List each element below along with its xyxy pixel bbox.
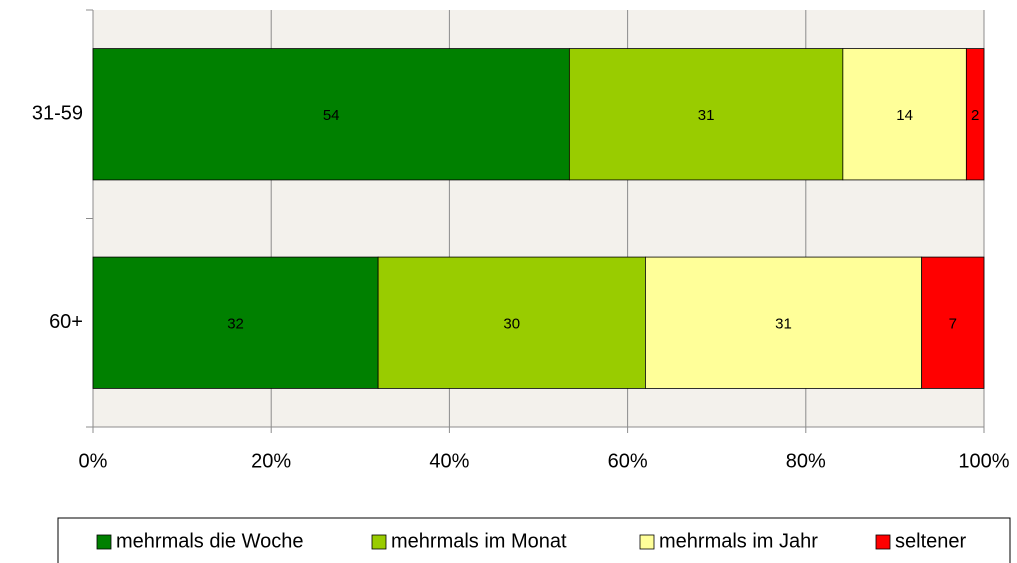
bar-segment (568, 48, 844, 181)
legend-swatch (371, 534, 387, 550)
y-tick-label: 60+ (49, 311, 83, 333)
data-label: 31 (775, 316, 792, 333)
x-tick-label: 100% (958, 450, 1009, 472)
legend-label: mehrmals im Jahr (659, 530, 818, 552)
y-tick-label: 31-59 (32, 103, 83, 125)
bar-segment (92, 48, 570, 181)
data-label: 30 (503, 316, 520, 333)
x-tick-label: 80% (786, 450, 826, 472)
bar-segment (377, 256, 646, 389)
data-label: 32 (227, 316, 244, 333)
x-tick-label: 40% (429, 450, 469, 472)
bar-segment (921, 256, 985, 389)
data-label: 31 (698, 107, 715, 124)
data-label: 14 (896, 107, 913, 124)
x-tick-label: 0% (79, 450, 108, 472)
data-label: 2 (971, 107, 979, 124)
legend-box (57, 517, 1011, 563)
legend-label: mehrmals im Monat (391, 530, 567, 552)
x-tick-label: 20% (251, 450, 291, 472)
bar-segment (965, 48, 985, 181)
data-label: 7 (949, 316, 957, 333)
bar-segment (92, 256, 379, 389)
legend-swatch (639, 534, 655, 550)
legend-label: seltener (895, 530, 966, 552)
data-label: 54 (323, 107, 340, 124)
legend-swatch (875, 534, 891, 550)
bar-segment (842, 48, 967, 181)
legend-swatch (96, 534, 112, 550)
legend-label: mehrmals die Woche (116, 530, 303, 552)
x-tick-label: 60% (608, 450, 648, 472)
bar-segment (645, 256, 923, 389)
